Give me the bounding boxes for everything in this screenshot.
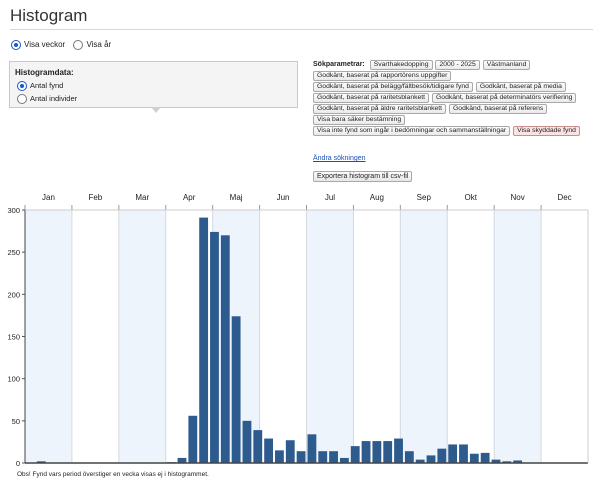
histogram-bar xyxy=(448,444,458,463)
export-csv-button[interactable]: Exportera histogram till csv-fil xyxy=(313,171,413,182)
search-param-chip: 2000 - 2025 xyxy=(435,60,480,70)
search-parameters-label: Sökparametrar: xyxy=(313,61,365,68)
y-tick-label: 250 xyxy=(7,248,20,257)
histogram-bar xyxy=(318,451,328,463)
histogram-bar xyxy=(264,438,274,463)
histogram-bar xyxy=(350,446,360,463)
histogram-bar xyxy=(394,438,403,463)
search-param-chip: Godkänt, baserat på rapportörens uppgift… xyxy=(313,71,452,81)
histogram-bar xyxy=(253,430,263,463)
histogram-bar xyxy=(469,453,479,463)
month-label: Apr xyxy=(183,193,196,202)
month-label: Jan xyxy=(42,193,55,202)
month-band xyxy=(306,210,354,463)
search-param-chip: Godkänt, baserat på media xyxy=(475,82,566,92)
histogram-bar xyxy=(36,461,46,463)
month-label: Jun xyxy=(277,193,290,202)
histogram-bar xyxy=(491,459,501,463)
histogram-chart: Jan Feb Mar Apr Maj Jun Jul Aug Sep Okt Nov Dec 0 50 1… xyxy=(7,193,589,468)
y-tick-label: 300 xyxy=(7,206,20,215)
histogram-bar xyxy=(231,316,241,463)
years-option[interactable]: Visa år xyxy=(73,40,112,50)
histogram-bar xyxy=(296,451,306,463)
count-individuals-label: Antal individer xyxy=(30,94,78,103)
years-label: Visa år xyxy=(86,40,112,50)
histogram-bar xyxy=(220,235,230,463)
histogram-bar xyxy=(199,217,209,463)
histogram-bar xyxy=(502,461,512,463)
month-label: Feb xyxy=(88,193,102,202)
histogram-bar xyxy=(177,457,187,463)
title-divider xyxy=(10,29,593,30)
weeks-label: Visa veckor xyxy=(24,40,66,50)
search-param-chip: Visa bara säker bestämning xyxy=(313,115,406,125)
month-label: Jul xyxy=(325,193,335,202)
y-tick-label: 50 xyxy=(12,417,20,426)
search-param-chip: Visa skyddade fynd xyxy=(513,126,580,136)
histogram-bar xyxy=(275,450,284,463)
histogram-bar xyxy=(459,444,468,463)
search-param-chip: Godkänd, baserat på referens xyxy=(449,104,548,114)
y-tick-label: 150 xyxy=(7,333,20,342)
month-band xyxy=(25,210,72,463)
month-label: Maj xyxy=(230,193,243,202)
y-tick-label: 100 xyxy=(7,375,20,384)
count-findings-option[interactable]: Antal fynd xyxy=(17,81,64,92)
search-param-chip: Svarthakedopping xyxy=(369,60,433,70)
page-title: Histogram xyxy=(10,6,88,25)
search-parameters: Sökparametrar: Svarthakedopping 2000 - 2… xyxy=(313,60,598,137)
footer-note: Obs! Fynd vars period överstiger en veck… xyxy=(17,471,209,478)
month-band xyxy=(400,210,448,463)
count-findings-radio[interactable] xyxy=(17,81,27,92)
histogram-bar xyxy=(372,441,382,463)
search-param-chip: Godkänt, baserat på belägg/fältbesök/tid… xyxy=(313,82,473,92)
search-param-chip: Godkänt, baserat på äldre raritetsblanke… xyxy=(313,104,447,114)
change-search-link[interactable]: Ändra sökningen xyxy=(313,155,366,162)
histogram-bar xyxy=(513,460,523,463)
month-label: Dec xyxy=(557,193,571,202)
panel-pointer-icon xyxy=(151,107,161,113)
histogram-bar xyxy=(361,441,371,463)
search-param-chip: Godkänt, baserat på raritetsblankett xyxy=(313,93,430,103)
histogram-bar xyxy=(437,448,447,463)
histogram-bar xyxy=(329,451,338,463)
histogram-bar xyxy=(210,231,219,463)
histogram-data-panel: Histogramdata: Antal fynd Antal individe… xyxy=(9,61,298,108)
y-tick-label: 200 xyxy=(7,290,20,299)
month-band xyxy=(494,210,542,463)
histogram-bar xyxy=(383,441,393,463)
month-label: Mar xyxy=(135,193,149,202)
histogram-bar xyxy=(242,420,252,463)
y-tick-label: 0 xyxy=(16,459,20,468)
search-param-chip: Godkänt, baserat på determinatörs verifi… xyxy=(432,93,577,103)
histogram-bar xyxy=(188,415,198,463)
histogram-bar xyxy=(307,434,317,463)
histogram-bar xyxy=(404,451,414,463)
count-findings-label: Antal fynd xyxy=(30,81,64,90)
month-label: Aug xyxy=(370,193,384,202)
histogram-bar xyxy=(415,459,425,463)
histogram-bar xyxy=(426,455,436,463)
histogram-bar xyxy=(480,452,490,463)
search-param-chip: Västmanland xyxy=(482,60,531,70)
month-label: Okt xyxy=(464,193,477,202)
month-band xyxy=(118,210,166,463)
weeks-radio[interactable] xyxy=(11,40,21,50)
search-param-chip: Visa inte fynd som ingår i bedömningar o… xyxy=(313,126,511,136)
month-label: Sep xyxy=(417,193,432,202)
count-individuals-radio[interactable] xyxy=(17,94,27,105)
month-label: Nov xyxy=(511,193,525,202)
weeks-option[interactable]: Visa veckor xyxy=(11,40,66,50)
count-individuals-option[interactable]: Antal individer xyxy=(17,94,78,105)
histogram-data-title: Histogramdata: xyxy=(15,68,74,77)
histogram-bar xyxy=(285,440,295,463)
period-selector: Visa veckor Visa år xyxy=(11,40,117,50)
histogram-bar xyxy=(339,457,349,463)
years-radio[interactable] xyxy=(73,40,84,50)
